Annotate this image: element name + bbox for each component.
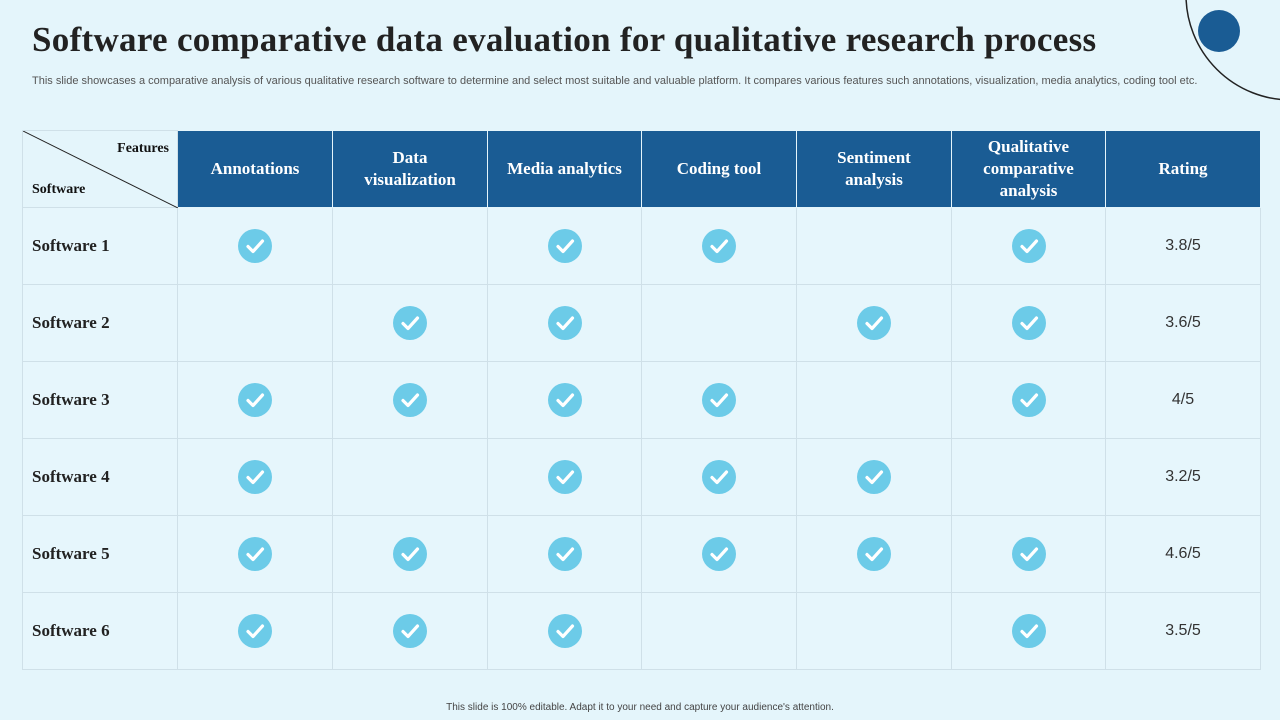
rating-value: 3.5/5 bbox=[1105, 592, 1261, 670]
feature-cell bbox=[641, 438, 797, 516]
footer-note: This slide is 100% editable. Adapt it to… bbox=[446, 702, 834, 713]
check-circle-icon bbox=[238, 537, 272, 571]
feature-cell bbox=[641, 361, 797, 439]
check-circle-icon bbox=[1011, 229, 1046, 263]
check-circle-icon bbox=[547, 460, 582, 494]
feature-cell bbox=[332, 515, 488, 593]
check-circle-icon bbox=[1011, 614, 1046, 648]
column-header: Qualitative comparative analysis bbox=[951, 130, 1106, 208]
table-row: Software 5 4.6/5 bbox=[22, 515, 1261, 593]
software-label: Software bbox=[32, 182, 86, 197]
rating-value: 3.6/5 bbox=[1105, 284, 1261, 362]
table-row: Software 1 3.8/5 bbox=[22, 207, 1261, 285]
software-name: Software 3 bbox=[22, 361, 178, 439]
feature-cell bbox=[487, 207, 642, 285]
check-circle-icon bbox=[238, 460, 272, 494]
check-circle-icon bbox=[238, 383, 272, 417]
table-row: Software 6 3.5/5 bbox=[22, 592, 1261, 670]
feature-cell bbox=[796, 361, 952, 439]
rating-value: 4/5 bbox=[1105, 361, 1261, 439]
feature-cell bbox=[796, 207, 952, 285]
check-circle-icon bbox=[857, 306, 891, 340]
feature-cell bbox=[796, 592, 952, 670]
feature-cell bbox=[177, 361, 333, 439]
feature-cell bbox=[487, 361, 642, 439]
corner-header: Features Software bbox=[22, 130, 178, 208]
check-circle-icon bbox=[238, 229, 272, 263]
feature-cell bbox=[951, 361, 1106, 439]
feature-cell bbox=[332, 592, 488, 670]
feature-cell bbox=[796, 284, 952, 362]
features-label: Features bbox=[117, 141, 169, 156]
check-circle-icon bbox=[547, 614, 582, 648]
comparison-table: Features Software Annotations Data visual… bbox=[22, 130, 1261, 670]
check-circle-icon bbox=[702, 460, 736, 494]
feature-cell bbox=[177, 592, 333, 670]
check-circle-icon bbox=[393, 614, 427, 648]
software-name: Software 5 bbox=[22, 515, 178, 593]
feature-cell bbox=[641, 592, 797, 670]
rating-value: 3.2/5 bbox=[1105, 438, 1261, 516]
check-circle-icon bbox=[547, 537, 582, 571]
description: This slide showcases a comparative analy… bbox=[32, 75, 1198, 87]
check-circle-icon bbox=[702, 229, 736, 263]
feature-cell bbox=[332, 207, 488, 285]
check-circle-icon bbox=[1011, 306, 1046, 340]
feature-cell bbox=[796, 515, 952, 593]
rating-value: 3.8/5 bbox=[1105, 207, 1261, 285]
feature-cell bbox=[177, 284, 333, 362]
check-circle-icon bbox=[393, 537, 427, 571]
check-circle-icon bbox=[857, 537, 891, 571]
check-circle-icon bbox=[238, 614, 272, 648]
column-header: Rating bbox=[1105, 130, 1261, 208]
feature-cell bbox=[332, 284, 488, 362]
page-title: Software comparative data evaluation for… bbox=[32, 20, 1097, 59]
software-name: Software 6 bbox=[22, 592, 178, 670]
check-circle-icon bbox=[857, 460, 891, 494]
check-circle-icon bbox=[1011, 537, 1046, 571]
column-header: Data visualization bbox=[332, 130, 488, 208]
feature-cell bbox=[641, 207, 797, 285]
table-row: Software 4 3.2/5 bbox=[22, 438, 1261, 516]
column-header: Sentiment analysis bbox=[796, 130, 952, 208]
check-circle-icon bbox=[393, 383, 427, 417]
rating-value: 4.6/5 bbox=[1105, 515, 1261, 593]
software-name: Software 4 bbox=[22, 438, 178, 516]
feature-cell bbox=[487, 515, 642, 593]
feature-cell bbox=[177, 438, 333, 516]
feature-cell bbox=[177, 207, 333, 285]
check-circle-icon bbox=[547, 383, 582, 417]
decorative-circle bbox=[1198, 10, 1240, 52]
feature-cell bbox=[951, 438, 1106, 516]
feature-cell bbox=[641, 515, 797, 593]
feature-cell bbox=[951, 515, 1106, 593]
feature-cell bbox=[641, 284, 797, 362]
diagonal-divider bbox=[23, 131, 178, 208]
check-circle-icon bbox=[547, 306, 582, 340]
software-name: Software 2 bbox=[22, 284, 178, 362]
feature-cell bbox=[951, 592, 1106, 670]
check-circle-icon bbox=[393, 306, 427, 340]
column-header: Media analytics bbox=[487, 130, 642, 208]
feature-cell bbox=[487, 284, 642, 362]
table-row: Software 2 3.6/5 bbox=[22, 284, 1261, 362]
check-circle-icon bbox=[702, 383, 736, 417]
check-circle-icon bbox=[702, 537, 736, 571]
table-row: Software 3 4/5 bbox=[22, 361, 1261, 439]
feature-cell bbox=[487, 438, 642, 516]
column-header: Coding tool bbox=[641, 130, 797, 208]
feature-cell bbox=[177, 515, 333, 593]
feature-cell bbox=[951, 284, 1106, 362]
feature-cell bbox=[951, 207, 1106, 285]
check-circle-icon bbox=[547, 229, 582, 263]
column-header: Annotations bbox=[177, 130, 333, 208]
feature-cell bbox=[796, 438, 952, 516]
software-name: Software 1 bbox=[22, 207, 178, 285]
check-circle-icon bbox=[1011, 383, 1046, 417]
feature-cell bbox=[487, 592, 642, 670]
feature-cell bbox=[332, 361, 488, 439]
feature-cell bbox=[332, 438, 488, 516]
